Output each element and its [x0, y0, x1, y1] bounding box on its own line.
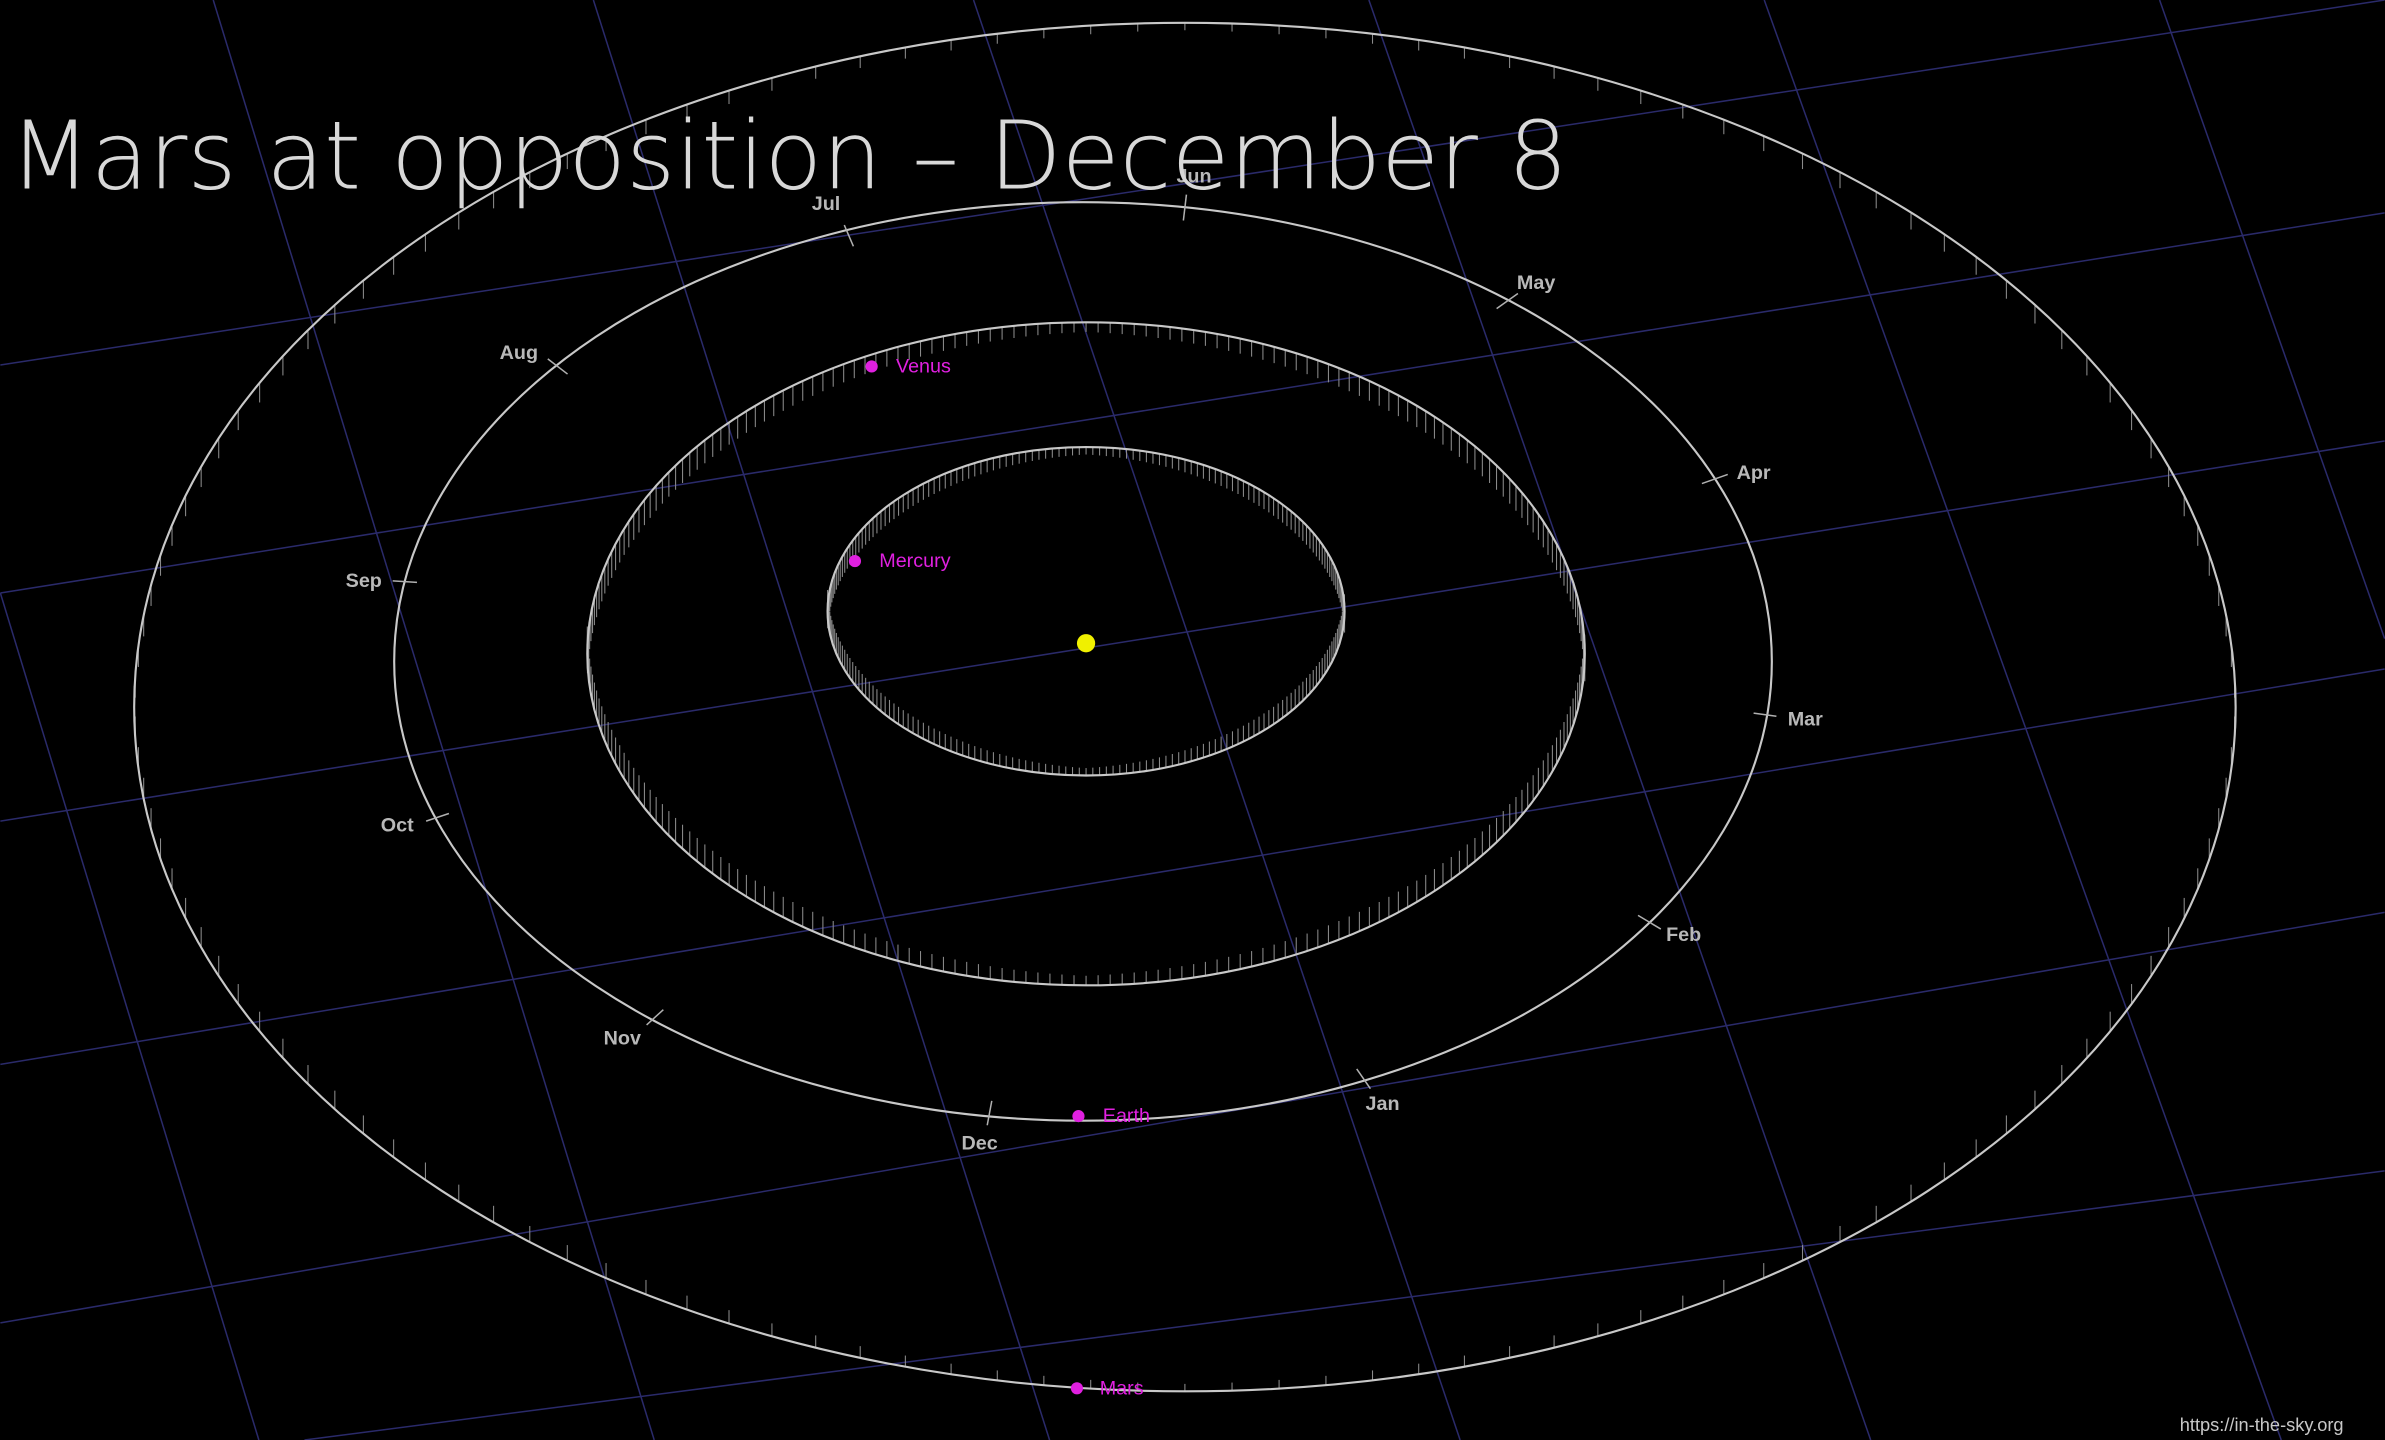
month-tick [1182, 194, 1188, 221]
slide-title: Mars at opposition – December 8 [9, 102, 1567, 212]
planet-label: Mars [1100, 1377, 1144, 1399]
month-label: Jun [1176, 165, 1211, 187]
grid-line [1368, 0, 1872, 1440]
month-label: Nov [604, 1028, 641, 1050]
month-tick [547, 358, 569, 375]
grid-line [2158, 0, 2385, 639]
grid-line [212, 0, 655, 1440]
grid-line [972, 0, 1461, 1440]
planet-dot [865, 360, 878, 373]
month-label: Oct [381, 815, 414, 837]
grid-line [0, 592, 260, 1440]
planet-label: Earth [1103, 1105, 1150, 1127]
grid-line [304, 1170, 2385, 1440]
planet-dot [1072, 1110, 1085, 1123]
planet-label: Mercury [879, 550, 950, 572]
month-label: Aug [500, 342, 538, 364]
grid-line [0, 668, 2385, 1066]
grid-line [1763, 0, 2282, 1440]
grid-line [0, 911, 2385, 1324]
grid-line [0, 440, 2385, 822]
planet-label: Venus [896, 356, 951, 378]
grid-line [0, 0, 2385, 366]
planet-dot [848, 555, 862, 568]
month-tick [392, 580, 418, 584]
mars-orbit [133, 21, 2237, 1393]
month-label: Apr [1737, 462, 1771, 484]
venus-orbit [586, 321, 1586, 987]
grid-line [0, 212, 2385, 594]
credit: https://in-the-sky.org [2180, 1414, 2344, 1435]
month-label: Dec [962, 1133, 998, 1155]
month-label: Mar [1788, 708, 1823, 730]
month-tick [1356, 1068, 1372, 1090]
month-tick [843, 224, 855, 247]
month-tick [1753, 712, 1777, 717]
month-ticks [392, 194, 1777, 1126]
month-tick [1637, 914, 1662, 930]
month-tick [425, 812, 450, 822]
month-label: Feb [1666, 924, 1701, 946]
month-tick [1496, 292, 1519, 310]
planet-dot [1070, 1382, 1084, 1395]
month-label: Sep [346, 570, 382, 592]
month-label: Jul [812, 193, 841, 215]
month-label: May [1517, 272, 1555, 294]
month-tick [1701, 473, 1729, 485]
earth-orbit [393, 201, 1773, 1122]
grid-line [592, 0, 1051, 1440]
month-tick [986, 1100, 993, 1126]
mercury-orbit [826, 445, 1346, 777]
month-tick [646, 1009, 664, 1026]
sun [1076, 634, 1096, 653]
month-label: Jan [1366, 1093, 1400, 1115]
